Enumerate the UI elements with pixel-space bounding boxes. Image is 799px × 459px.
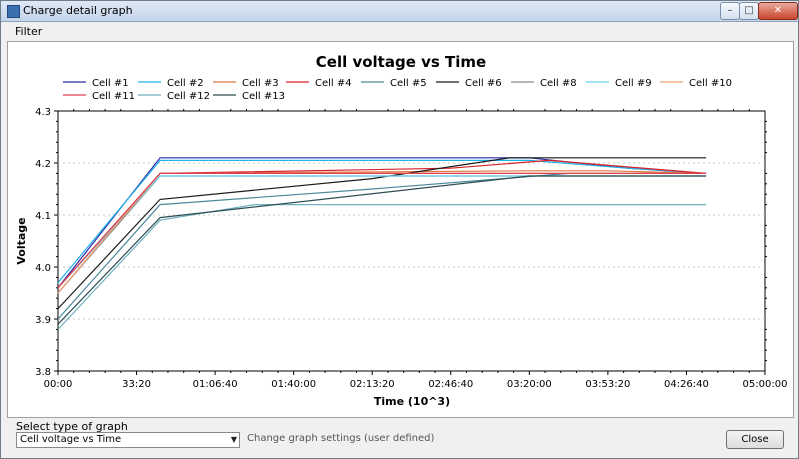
series-line bbox=[57, 175, 707, 325]
window-close-button[interactable]: ✕ bbox=[758, 2, 798, 20]
close-icon: ✕ bbox=[773, 5, 783, 16]
legend-label: Cell #5 bbox=[390, 78, 427, 89]
x-tick-label: 04:26:40 bbox=[664, 379, 709, 390]
graph-type-select[interactable]: Cell voltage vs Time ▼ bbox=[16, 432, 240, 448]
voltage-chart: Cell voltage vs Time Cell #1 Cell #2 Cell … bbox=[15, 53, 787, 408]
legend-label: Cell #8 bbox=[540, 78, 577, 89]
y-tick-label: 3.9 bbox=[35, 315, 51, 326]
x-tick-label: 03:53:20 bbox=[585, 379, 630, 390]
graph-settings-link[interactable]: Change graph settings (user defined) bbox=[247, 433, 435, 444]
menu-bar: Filter bbox=[1, 22, 798, 40]
x-tick-label: 01:40:00 bbox=[271, 379, 316, 390]
series-line bbox=[57, 159, 707, 283]
minimize-icon: – bbox=[727, 5, 733, 16]
plot-area bbox=[57, 110, 766, 372]
y-tick-label: 4.0 bbox=[35, 263, 51, 274]
maximize-icon: □ bbox=[744, 5, 754, 16]
legend-label: Cell #12 bbox=[167, 91, 210, 102]
x-tick-label: 02:46:40 bbox=[428, 379, 473, 390]
legend-label: Cell #6 bbox=[465, 78, 502, 89]
graph-type-value: Cell voltage vs Time bbox=[20, 434, 122, 445]
y-tick-label: 4.1 bbox=[35, 211, 51, 222]
series-line bbox=[57, 157, 707, 310]
legend-label: Cell #2 bbox=[167, 78, 204, 89]
graph-type-label: Select type of graph bbox=[16, 420, 128, 433]
title-bar: Charge detail graph – □ ✕ bbox=[1, 1, 798, 22]
chart-title: Cell voltage vs Time bbox=[316, 53, 486, 71]
x-tick-label: 00:00 bbox=[44, 379, 73, 390]
legend-label: Cell #4 bbox=[315, 78, 352, 89]
minimize-button[interactable]: – bbox=[720, 2, 740, 20]
y-axis-label: Voltage bbox=[15, 217, 28, 264]
legend-label: Cell #13 bbox=[242, 91, 285, 102]
x-tick-label: 01:06:40 bbox=[193, 379, 238, 390]
legend-label: Cell #9 bbox=[615, 78, 652, 89]
legend-label: Cell #3 bbox=[242, 78, 279, 89]
x-tick-label: 03:20:00 bbox=[507, 379, 552, 390]
chevron-down-icon[interactable]: ▼ bbox=[230, 435, 237, 444]
chart-panel: Cell voltage vs Time Cell #1 Cell #2 Cell … bbox=[7, 41, 794, 418]
series-line bbox=[57, 172, 707, 289]
maximize-button[interactable]: □ bbox=[739, 2, 759, 20]
window-title: Charge detail graph bbox=[23, 4, 133, 17]
chart-legend: Cell #1 Cell #2 Cell #3 Cell #4 Cell #5 Cell … bbox=[63, 78, 732, 102]
axes-ticks: 3.8 3.9 4.0 4.1 4.2 4.3 00:00 33:20 01:06:40 01:4… bbox=[35, 107, 787, 390]
y-tick-label: 4.3 bbox=[35, 107, 51, 118]
series-lines bbox=[57, 157, 707, 330]
x-tick-label: 02:13:20 bbox=[350, 379, 395, 390]
menu-item-filter[interactable]: Filter bbox=[15, 25, 43, 38]
legend-label: Cell #11 bbox=[92, 91, 135, 102]
close-button[interactable]: Close bbox=[726, 430, 784, 449]
app-icon bbox=[7, 5, 20, 18]
y-tick-label: 4.2 bbox=[35, 159, 51, 170]
x-axis-label: Time (10^3) bbox=[374, 395, 450, 408]
y-tick-label: 3.8 bbox=[35, 367, 51, 378]
x-tick-label: 33:20 bbox=[122, 379, 151, 390]
legend-label: Cell #10 bbox=[689, 78, 732, 89]
legend-label: Cell #1 bbox=[92, 78, 129, 89]
x-tick-label: 05:00:00 bbox=[743, 379, 788, 390]
